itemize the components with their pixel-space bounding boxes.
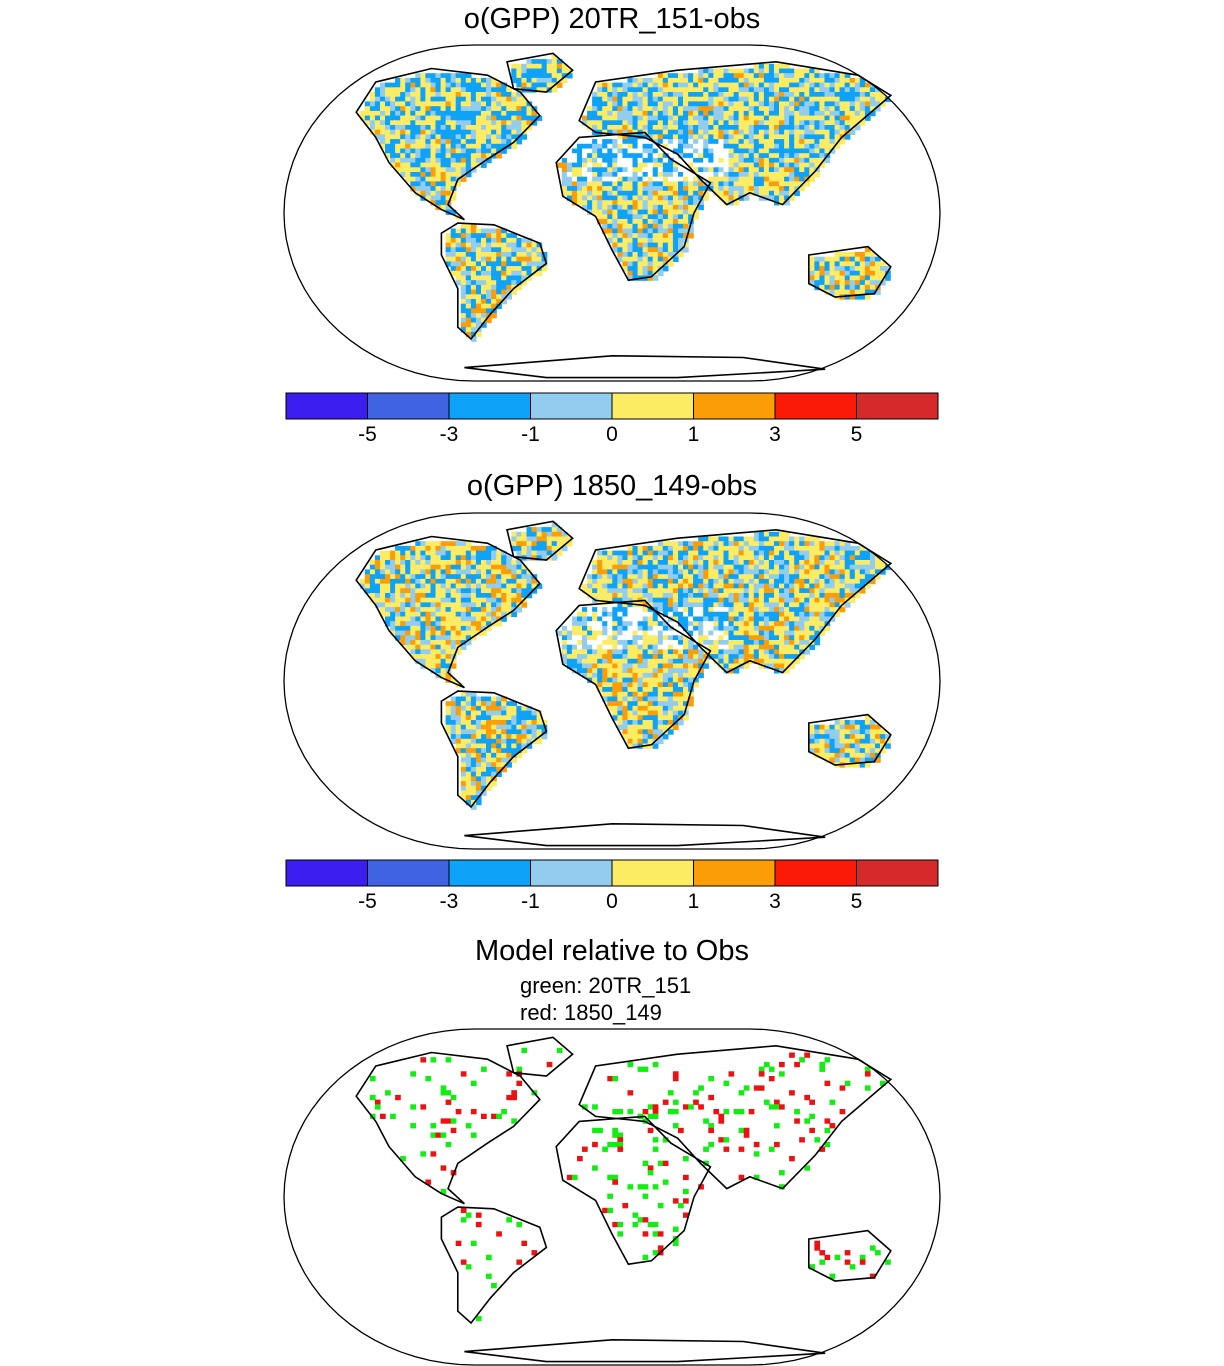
map-panel-3 [283, 1028, 941, 1366]
colorbar-tick-label: -5 [358, 423, 377, 446]
coastline-africa [555, 131, 712, 282]
colorbar-tick-label: 1 [687, 423, 700, 446]
colorbar-swatch [367, 859, 450, 887]
coastline-eurasia [578, 60, 893, 206]
colorbar-tick-label: -3 [439, 423, 459, 446]
colorbar-tick-label: 0 [606, 423, 618, 446]
colorbar-2 [285, 859, 939, 887]
map-boundary [283, 44, 941, 382]
colorbar-tick-label: -5 [358, 890, 377, 913]
colorbar-swatch [367, 392, 450, 420]
coastline-southAmerica [440, 222, 548, 341]
colorbar-swatch [611, 392, 694, 420]
coastline-southAmerica [440, 690, 548, 809]
colorbar-swatch [693, 392, 776, 420]
colorbar-swatch [285, 859, 368, 887]
coastline-greenland [506, 520, 574, 561]
coastline-africa [555, 599, 712, 750]
coastline-antarctica [464, 822, 826, 847]
colorbar-swatch [856, 392, 939, 420]
coastline-northAmerica [355, 535, 541, 689]
colorbar-tick-label: 0 [606, 890, 618, 913]
colorbar-swatch [693, 859, 776, 887]
colorbar-swatch [611, 859, 694, 887]
colorbar-swatch [774, 392, 857, 420]
coastline-antarctica [464, 354, 826, 379]
panel3-title: Model relative to Obs [474, 935, 749, 967]
coastline-greenland [506, 1036, 574, 1077]
coastline-australia [808, 245, 892, 298]
colorbar-swatch [530, 859, 613, 887]
colorbar-tick-label: 1 [687, 890, 700, 913]
colorbar-swatch [285, 392, 368, 420]
colorbar-tick-label: 3 [769, 890, 781, 913]
coastline-northAmerica [355, 1051, 541, 1205]
colorbar-swatch [530, 392, 613, 420]
coastline-southAmerica [440, 1206, 548, 1325]
coastline-antarctica [464, 1338, 826, 1363]
map-boundary [283, 512, 941, 850]
colorbar-tick-label: -3 [439, 890, 459, 913]
coastline-africa [555, 1115, 712, 1266]
coastline-northAmerica [355, 67, 541, 221]
map-panel-2 [283, 512, 941, 850]
colorbar-tick-label: 5 [850, 423, 863, 446]
coastline-eurasia [578, 1044, 893, 1190]
map-panel-1 [283, 44, 941, 382]
colorbar-swatch [448, 859, 531, 887]
colorbar-swatch [856, 859, 939, 887]
colorbar-swatch [774, 859, 857, 887]
coastline-eurasia [578, 528, 893, 674]
coastline-greenland [506, 52, 574, 93]
colorbar-tick-label: 5 [850, 890, 863, 913]
colorbar-tick-label: -1 [521, 890, 540, 913]
legend-red-label: red: 1850_149 [520, 1000, 662, 1025]
colorbar-tick-label: 3 [769, 423, 781, 446]
coastline-australia [808, 1229, 892, 1282]
coastline-australia [808, 713, 892, 766]
colorbar-1 [285, 392, 939, 420]
colorbar-tick-label: -1 [521, 423, 540, 446]
legend-green-label: green: 20TR_151 [520, 973, 692, 998]
panel1-title: o(GPP) 20TR_151-obs [463, 3, 761, 35]
map-boundary [283, 1028, 941, 1366]
colorbar-swatch [448, 392, 531, 420]
panel2-title: o(GPP) 1850_149-obs [466, 470, 758, 502]
